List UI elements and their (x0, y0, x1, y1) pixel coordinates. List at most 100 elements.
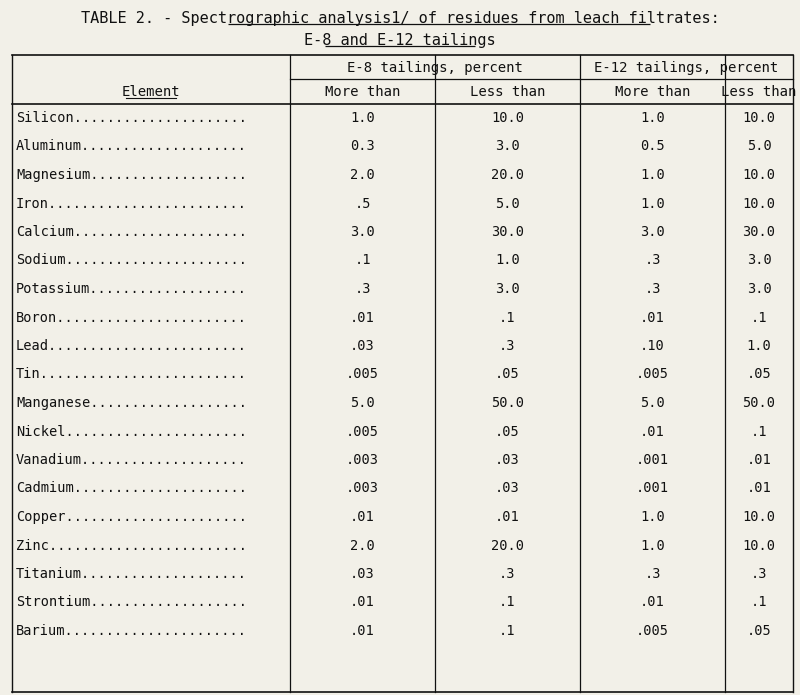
Text: 30.0: 30.0 (742, 225, 775, 239)
Text: 3.0: 3.0 (495, 282, 520, 296)
Text: .003: .003 (346, 453, 379, 467)
Text: .03: .03 (350, 567, 375, 581)
Text: .1: .1 (499, 596, 516, 610)
Text: .01: .01 (640, 425, 665, 439)
Text: Nickel......................: Nickel...................... (16, 425, 247, 439)
Text: Vanadium....................: Vanadium.................... (16, 453, 247, 467)
Text: 2.0: 2.0 (350, 539, 375, 553)
Text: .03: .03 (495, 482, 520, 496)
Text: .01: .01 (746, 453, 771, 467)
Text: 5.0: 5.0 (350, 396, 375, 410)
Text: .1: .1 (750, 311, 767, 325)
Text: .01: .01 (350, 510, 375, 524)
Text: .005: .005 (636, 368, 669, 382)
Text: .03: .03 (350, 339, 375, 353)
Text: 20.0: 20.0 (491, 539, 524, 553)
Text: 20.0: 20.0 (491, 168, 524, 182)
Text: .05: .05 (495, 425, 520, 439)
Text: .3: .3 (499, 339, 516, 353)
Text: 3.0: 3.0 (350, 225, 375, 239)
Text: Lead........................: Lead........................ (16, 339, 247, 353)
Text: .001: .001 (636, 453, 669, 467)
Text: 1.0: 1.0 (640, 168, 665, 182)
Text: .01: .01 (746, 482, 771, 496)
Text: .01: .01 (350, 596, 375, 610)
Text: Strontium...................: Strontium................... (16, 596, 247, 610)
Text: 10.0: 10.0 (742, 111, 775, 125)
Text: 1.0: 1.0 (640, 197, 665, 211)
Text: 50.0: 50.0 (491, 396, 524, 410)
Text: .05: .05 (746, 368, 771, 382)
Text: Tin.........................: Tin......................... (16, 368, 247, 382)
Text: .1: .1 (499, 311, 516, 325)
Text: .03: .03 (495, 453, 520, 467)
Text: 10.0: 10.0 (742, 168, 775, 182)
Text: .01: .01 (495, 510, 520, 524)
Text: 3.0: 3.0 (746, 254, 771, 268)
Text: E-8 tailings, percent: E-8 tailings, percent (347, 61, 523, 75)
Text: Potassium...................: Potassium................... (16, 282, 247, 296)
Text: 0.5: 0.5 (640, 140, 665, 154)
Text: 5.0: 5.0 (746, 140, 771, 154)
Text: Copper......................: Copper...................... (16, 510, 247, 524)
Text: Aluminum....................: Aluminum.................... (16, 140, 247, 154)
Text: .1: .1 (499, 624, 516, 638)
Text: .01: .01 (350, 624, 375, 638)
Text: E-8 and E-12 tailings: E-8 and E-12 tailings (304, 33, 496, 47)
Text: 3.0: 3.0 (640, 225, 665, 239)
Text: Less than: Less than (722, 85, 797, 99)
Text: .05: .05 (495, 368, 520, 382)
Text: 3.0: 3.0 (495, 140, 520, 154)
Text: 1.0: 1.0 (746, 339, 771, 353)
Text: Manganese...................: Manganese................... (16, 396, 247, 410)
Text: .3: .3 (644, 254, 661, 268)
Text: .01: .01 (640, 596, 665, 610)
Text: .3: .3 (644, 282, 661, 296)
Text: Element: Element (122, 85, 180, 99)
Text: More than: More than (615, 85, 690, 99)
Text: Magnesium...................: Magnesium................... (16, 168, 247, 182)
Text: 50.0: 50.0 (742, 396, 775, 410)
Text: Boron.......................: Boron....................... (16, 311, 247, 325)
Text: 10.0: 10.0 (742, 539, 775, 553)
Text: 1.0: 1.0 (640, 510, 665, 524)
Text: .3: .3 (750, 567, 767, 581)
Text: More than: More than (325, 85, 400, 99)
Text: TABLE 2. - Spectrographic analysis1/ of residues from leach filtrates:: TABLE 2. - Spectrographic analysis1/ of … (81, 10, 719, 26)
Text: Sodium......................: Sodium...................... (16, 254, 247, 268)
Text: .3: .3 (499, 567, 516, 581)
Text: Barium......................: Barium...................... (16, 624, 247, 638)
Text: 5.0: 5.0 (495, 197, 520, 211)
Text: .005: .005 (636, 624, 669, 638)
Text: 10.0: 10.0 (491, 111, 524, 125)
Text: .1: .1 (354, 254, 370, 268)
Text: 3.0: 3.0 (746, 282, 771, 296)
Text: .005: .005 (346, 368, 379, 382)
Text: 10.0: 10.0 (742, 197, 775, 211)
Text: Silicon.....................: Silicon..................... (16, 111, 247, 125)
Text: 10.0: 10.0 (742, 510, 775, 524)
Text: .001: .001 (636, 482, 669, 496)
Text: .01: .01 (640, 311, 665, 325)
Text: Cadmium.....................: Cadmium..................... (16, 482, 247, 496)
Text: 1.0: 1.0 (640, 111, 665, 125)
Text: .1: .1 (750, 596, 767, 610)
Text: .1: .1 (750, 425, 767, 439)
Text: 1.0: 1.0 (495, 254, 520, 268)
Text: .003: .003 (346, 482, 379, 496)
Text: 30.0: 30.0 (491, 225, 524, 239)
Text: .05: .05 (746, 624, 771, 638)
Text: Titanium....................: Titanium.................... (16, 567, 247, 581)
Text: 0.3: 0.3 (350, 140, 375, 154)
Text: Calcium.....................: Calcium..................... (16, 225, 247, 239)
Text: .5: .5 (354, 197, 370, 211)
Text: 1.0: 1.0 (640, 539, 665, 553)
Text: 2.0: 2.0 (350, 168, 375, 182)
Text: .01: .01 (350, 311, 375, 325)
Text: 5.0: 5.0 (640, 396, 665, 410)
Text: Less than: Less than (470, 85, 545, 99)
Text: E-12 tailings, percent: E-12 tailings, percent (594, 61, 778, 75)
Text: .005: .005 (346, 425, 379, 439)
Text: .3: .3 (644, 567, 661, 581)
Text: .3: .3 (354, 282, 370, 296)
